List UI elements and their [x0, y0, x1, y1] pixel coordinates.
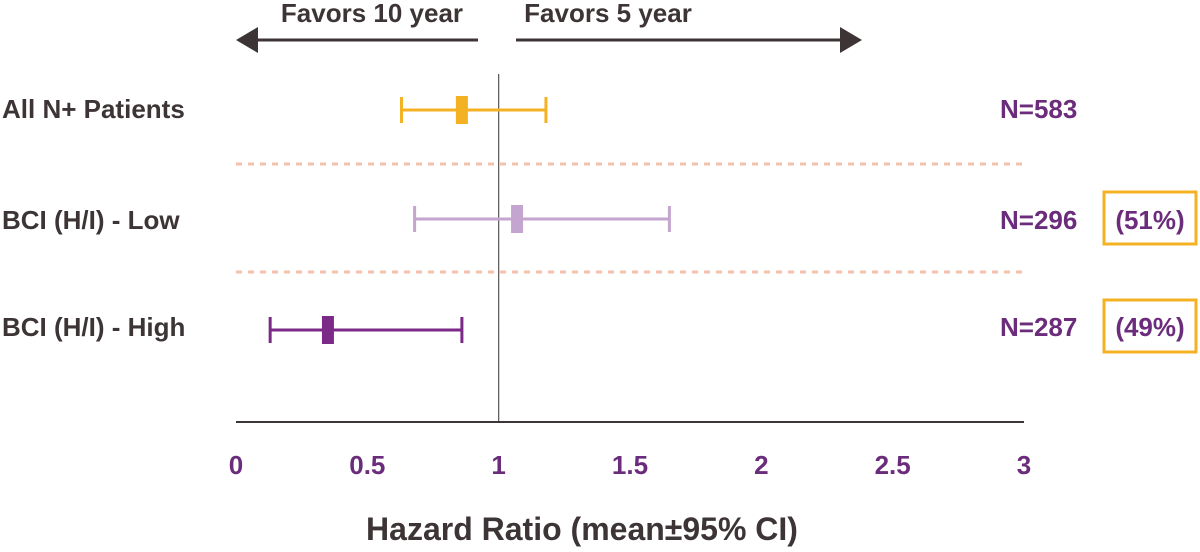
- direction-indicator: Favors 10 year Favors 5 year: [236, 0, 862, 53]
- mean-marker: [511, 205, 524, 233]
- row-labels: All N+ Patients BCI (H/I) - Low BCI (H/I…: [2, 94, 185, 342]
- x-tick-label: 3: [1017, 450, 1031, 480]
- favors-right-label: Favors 5 year: [524, 0, 692, 28]
- x-tick-label: 2: [754, 450, 768, 480]
- error-bar-row: [413, 205, 671, 233]
- x-tick-label: 0.5: [349, 450, 385, 480]
- row-label-bci-high: BCI (H/I) - High: [2, 312, 185, 342]
- row-label-all: All N+ Patients: [2, 94, 185, 124]
- percent-labels: (51%) (49%): [1102, 190, 1198, 354]
- percent-box-low: [1102, 190, 1198, 246]
- row-label-bci-low: BCI (H/I) - Low: [2, 205, 180, 235]
- x-axis-ticks: 0 0.5 1 1.5 2 2.5 3: [229, 450, 1031, 480]
- x-tick-label: 1: [491, 450, 505, 480]
- n-label-bci-high: N=287: [1000, 312, 1077, 342]
- left-arrow: [236, 27, 478, 53]
- mean-marker: [321, 316, 334, 344]
- sample-size-labels: N=583 N=296 N=287: [1000, 94, 1077, 342]
- favors-left-label: Favors 10 year: [281, 0, 463, 28]
- n-label-all: N=583: [1000, 94, 1077, 124]
- x-tick-label: 1.5: [612, 450, 648, 480]
- x-tick-label: 2.5: [875, 450, 911, 480]
- n-label-bci-low: N=296: [1000, 205, 1077, 235]
- mean-marker: [455, 96, 468, 124]
- pct-label-bci-low: (51%): [1115, 205, 1184, 235]
- error-bar-row: [399, 96, 548, 124]
- x-axis-title: Hazard Ratio (mean±95% CI): [366, 511, 798, 547]
- x-tick-label: 0: [229, 450, 243, 480]
- percent-box-high: [1102, 298, 1198, 354]
- right-arrow: [516, 27, 862, 53]
- error-bar-row: [268, 316, 464, 344]
- pct-label-bci-high: (49%): [1115, 312, 1184, 342]
- error-bars: [268, 96, 671, 344]
